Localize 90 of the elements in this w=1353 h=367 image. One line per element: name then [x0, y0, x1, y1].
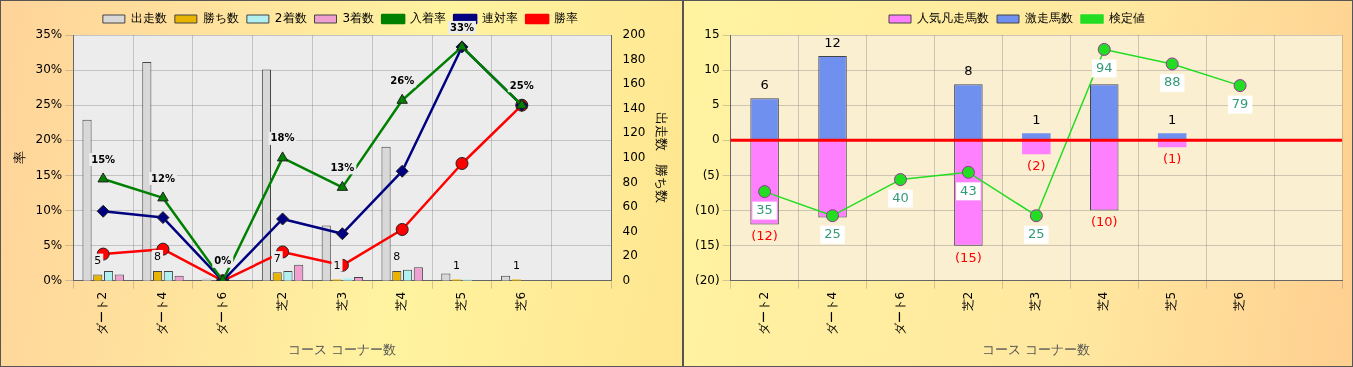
y2-axis-title: 出走数 勝ち数: [653, 112, 669, 204]
data-label: 25%: [509, 79, 534, 91]
data-label: (2): [1027, 158, 1046, 174]
data-label: 18%: [270, 132, 295, 144]
data-label: 12%: [151, 172, 175, 184]
data-label: 40: [892, 189, 909, 205]
y2-tick-label: 120: [622, 125, 646, 140]
data-label: 88: [1163, 74, 1181, 90]
y2-tick-label: 100: [622, 150, 646, 165]
y2-tick-label: 80: [622, 174, 638, 189]
y-tick-label: (10): [694, 202, 720, 217]
y2-tick-label: 40: [622, 223, 638, 238]
data-label: 12: [824, 34, 841, 50]
y-tick-label: 5: [711, 97, 720, 112]
x-tick-label: 芝3: [1028, 291, 1043, 312]
x-tick-label: ダート2: [95, 291, 110, 336]
data-label: (12): [751, 228, 778, 244]
y-tick-label: 35%: [35, 27, 63, 42]
y2-tick-label: 60: [622, 199, 638, 214]
x-tick-label: 芝6: [1232, 291, 1247, 312]
x-tick-label: 芝5: [454, 291, 469, 312]
legend-label: 人気凡走馬数: [917, 11, 989, 26]
y-tick-label: 10%: [35, 202, 63, 217]
data-label: 26%: [390, 74, 415, 86]
legend-label: 検定値: [1109, 11, 1145, 26]
y-tick-label: (5): [702, 167, 720, 182]
y-tick-label: 15%: [35, 167, 63, 182]
data-label: 8: [964, 63, 973, 79]
y-tick-label: 0: [711, 132, 720, 147]
y-tick-label: 20%: [35, 132, 63, 147]
legend-label: 連対率: [482, 11, 519, 26]
x-tick-label: ダート6: [214, 291, 229, 336]
y-tick-label: 5%: [43, 237, 63, 252]
data-label: 25: [824, 226, 841, 242]
y2-tick-label: 160: [622, 76, 646, 91]
data-label: (1): [1162, 151, 1182, 167]
legend-label: 勝ち数: [202, 11, 239, 26]
x-tick-label: 芝5: [1164, 291, 1179, 312]
x-tick-label: 芝2: [274, 291, 289, 312]
y-axis-title: 率: [12, 151, 28, 165]
data-label: 1: [1168, 112, 1177, 128]
y2-tick-label: 200: [622, 27, 646, 42]
data-label: 1: [333, 258, 341, 272]
data-label: 35: [756, 201, 773, 217]
data-label: 33%: [450, 21, 474, 33]
x-tick-label: 芝3: [334, 291, 349, 312]
y2-tick-label: 180: [622, 51, 646, 66]
y-tick-label: 15: [704, 27, 720, 42]
x-axis-title: コース コーナー数: [982, 341, 1091, 357]
data-label: 7: [273, 251, 281, 265]
y2-tick-label: 20: [622, 248, 638, 263]
x-tick-label: 芝6: [513, 291, 528, 312]
data-label: 8: [393, 250, 401, 264]
data-label: 1: [453, 258, 461, 272]
data-label: 43: [960, 182, 977, 198]
data-label: 6: [760, 77, 769, 93]
data-label: 79: [1231, 95, 1249, 111]
data-label: 1: [512, 258, 520, 272]
y2-tick-label: 140: [622, 100, 646, 115]
legend-label: 激走馬数: [1025, 11, 1073, 26]
legend-label: 入着率: [410, 11, 447, 26]
y-tick-label: (15): [694, 237, 720, 252]
x-tick-label: 芝2: [960, 291, 975, 312]
data-label: 0%: [214, 255, 232, 267]
y-tick-label: 25%: [35, 97, 63, 112]
x-tick-label: ダート2: [756, 291, 771, 336]
x-tick-label: 芝4: [1096, 291, 1111, 312]
data-label: 1: [1032, 112, 1041, 128]
x-tick-label: ダート4: [155, 291, 170, 336]
legend-label: 勝率: [554, 11, 579, 26]
y-tick-label: (20): [694, 272, 720, 287]
data-label: 13%: [330, 161, 355, 173]
data-label: (15): [955, 249, 982, 265]
data-label: 94: [1095, 59, 1113, 75]
data-label: 15%: [91, 153, 116, 165]
data-label: (10): [1090, 214, 1118, 230]
x-tick-label: ダート6: [892, 291, 907, 336]
legend-label: 2着数: [274, 11, 307, 26]
x-axis-title: コース コーナー数: [288, 341, 397, 357]
y-tick-label: 30%: [35, 62, 63, 77]
x-tick-label: 芝4: [394, 291, 409, 312]
y-tick-label: 10: [704, 62, 720, 77]
legend-label: 3着数: [342, 11, 375, 26]
data-label: 25: [1028, 226, 1045, 242]
data-label: 8: [154, 250, 162, 264]
y-tick-label: 0%: [43, 272, 63, 287]
y2-tick-label: 0: [622, 272, 631, 287]
x-tick-label: ダート4: [824, 291, 839, 336]
legend-label: 出走数: [130, 11, 167, 26]
data-label: 5: [94, 253, 102, 267]
